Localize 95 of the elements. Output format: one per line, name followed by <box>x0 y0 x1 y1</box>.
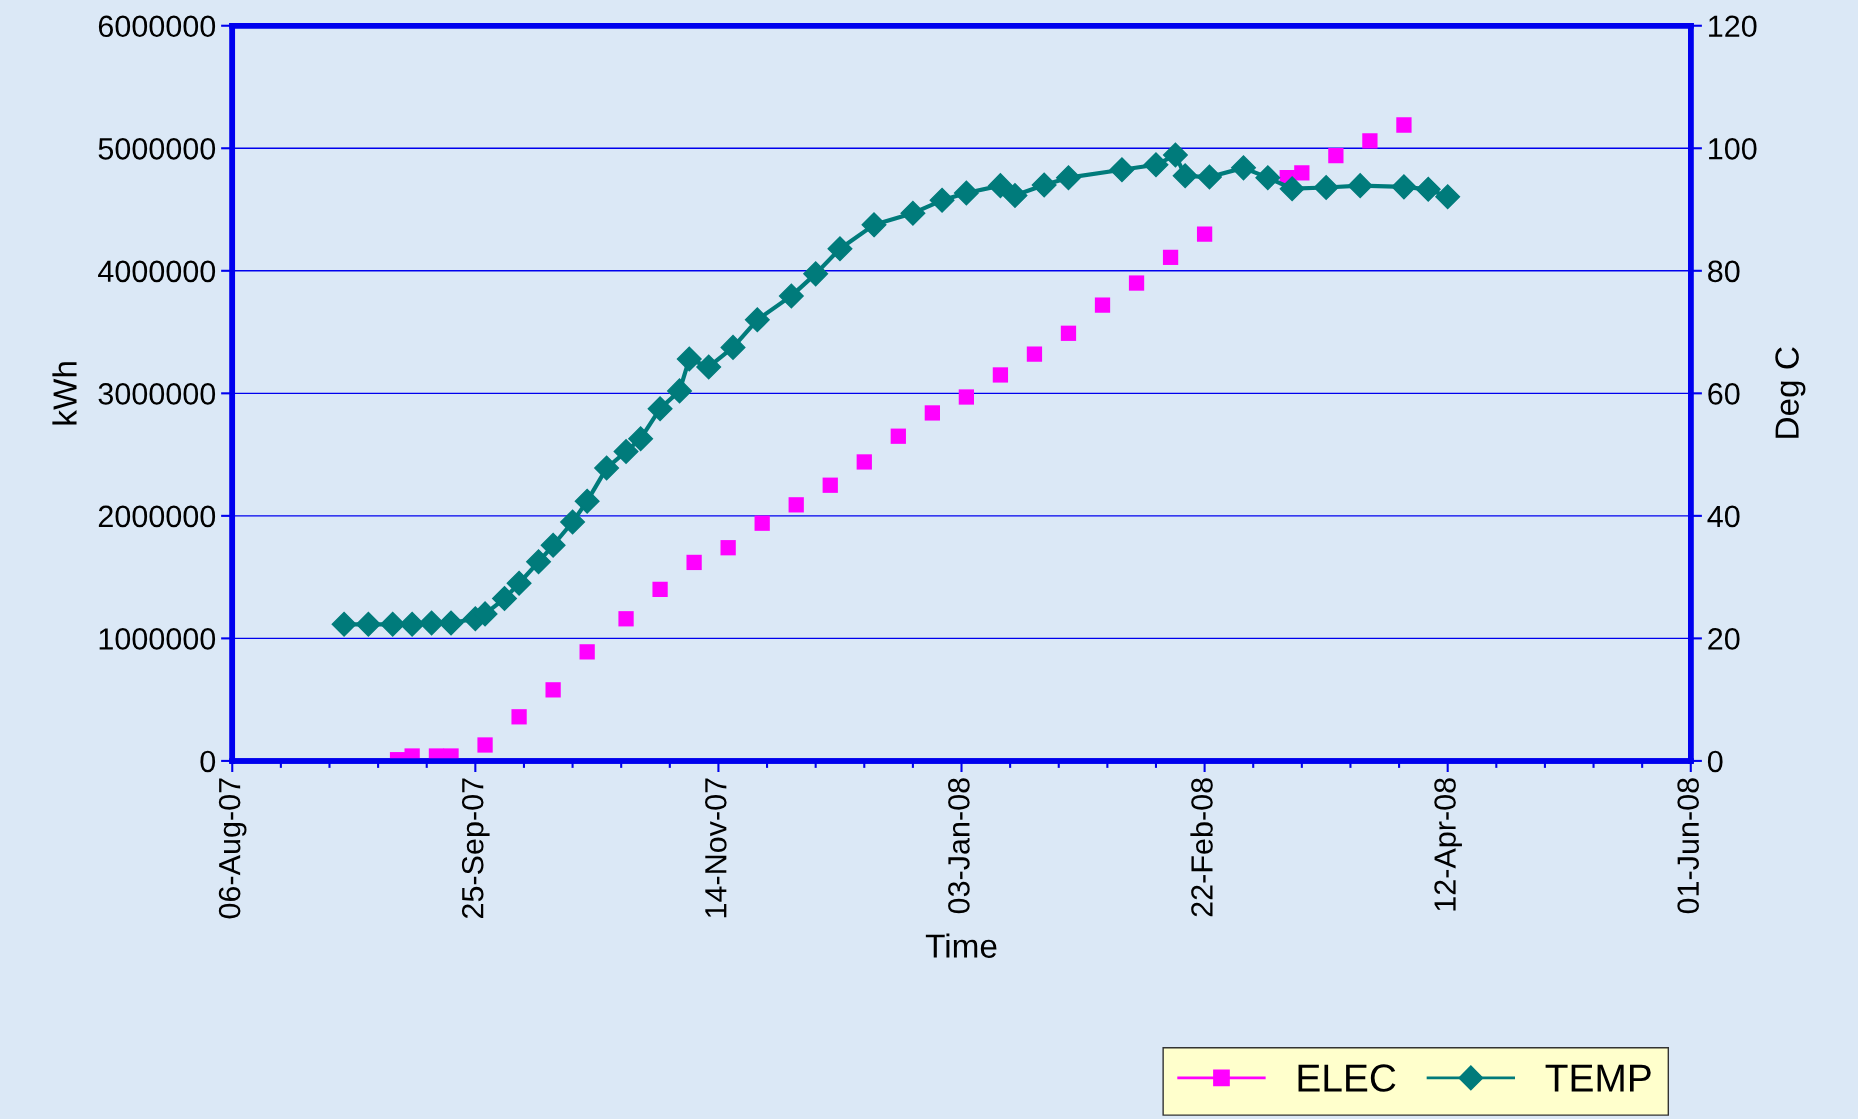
point <box>540 532 566 558</box>
point <box>1347 173 1373 199</box>
x-tick-label: 03-Jan-08 <box>948 778 970 914</box>
point <box>477 737 493 753</box>
point <box>1313 174 1339 200</box>
y-tick-label: 6000000 <box>98 15 216 38</box>
y-tick-label: 2000000 <box>98 505 216 528</box>
point <box>545 682 561 698</box>
point <box>492 586 517 612</box>
point <box>1109 157 1135 183</box>
legend-label: TEMP <box>1545 1064 1651 1092</box>
y2-tick-label: 80 <box>1708 260 1740 283</box>
point <box>355 611 381 637</box>
point <box>1002 182 1028 208</box>
point <box>1094 297 1111 313</box>
point <box>900 200 926 226</box>
point <box>399 611 425 637</box>
point <box>744 307 770 333</box>
x-tick-label: 06-Aug-07 <box>218 778 247 919</box>
y-axis-title: kWh <box>52 362 77 425</box>
legend-label: ELEC <box>1298 1064 1396 1092</box>
x-tick-label: 14-Nov-07 <box>704 778 727 918</box>
point <box>618 611 634 627</box>
point <box>1196 226 1213 242</box>
point <box>696 354 722 380</box>
x-tick-label: 25-Sep-07 <box>461 778 490 919</box>
point <box>506 570 532 596</box>
point <box>992 367 1009 383</box>
y-tick-label: 3000000 <box>98 383 216 405</box>
x-tick-label: 01-Jun-08 <box>1677 778 1699 914</box>
point <box>1055 165 1081 191</box>
y-tick-label: 5000000 <box>98 138 216 160</box>
point <box>574 488 600 514</box>
point <box>861 212 887 238</box>
point <box>1172 163 1198 189</box>
x-tick-label: 12-Apr-08 <box>1434 778 1462 911</box>
point <box>676 346 702 372</box>
y2-tick-label: 120 <box>1709 15 1757 38</box>
point <box>1396 117 1412 133</box>
point <box>1031 172 1057 198</box>
point <box>1060 325 1077 341</box>
point <box>1162 249 1179 265</box>
y-tick-label: 4000000 <box>98 260 216 283</box>
point <box>667 378 693 404</box>
point <box>754 515 770 531</box>
point <box>958 389 975 405</box>
point <box>788 497 804 513</box>
x-axis-title: Time <box>925 933 997 958</box>
y2-tick-label: 100 <box>1709 138 1757 160</box>
y2-tick-label: 20 <box>1708 628 1740 650</box>
y2-tick-label: 60 <box>1708 383 1740 405</box>
point <box>438 610 464 636</box>
point <box>929 187 955 213</box>
point <box>1391 174 1417 200</box>
y2-tick-label: 0 <box>1707 750 1723 773</box>
point <box>1435 184 1461 210</box>
point <box>1128 275 1145 291</box>
point <box>579 644 595 660</box>
point <box>613 439 639 465</box>
point <box>526 549 552 575</box>
point <box>827 236 853 262</box>
point <box>594 455 620 481</box>
point <box>331 611 357 637</box>
y2-axis-title: Deg C <box>1775 347 1806 438</box>
point <box>628 426 654 452</box>
point <box>647 396 673 422</box>
point <box>720 334 746 360</box>
y-tick-label: 0 <box>200 750 216 773</box>
x-tick-label: 22-Feb-08 <box>1190 778 1213 917</box>
point <box>1415 176 1441 202</box>
point <box>856 454 872 470</box>
point <box>987 173 1013 199</box>
point <box>822 477 838 493</box>
point <box>1231 155 1256 181</box>
point <box>778 283 804 309</box>
point <box>1143 152 1169 178</box>
point <box>1255 165 1281 191</box>
point <box>1196 164 1222 190</box>
point <box>1279 176 1305 202</box>
point <box>686 554 702 571</box>
point <box>924 405 940 421</box>
point <box>720 540 736 556</box>
point <box>1328 147 1344 164</box>
point <box>652 581 668 598</box>
point <box>1162 142 1188 168</box>
point <box>803 261 829 287</box>
y2-tick-label: 40 <box>1707 505 1740 528</box>
point <box>953 180 979 206</box>
point <box>1362 133 1378 149</box>
point <box>890 428 906 444</box>
point <box>1026 346 1043 362</box>
point <box>511 709 527 725</box>
point <box>560 509 586 535</box>
y-tick-label: 1000000 <box>99 628 216 650</box>
point <box>1294 165 1310 181</box>
